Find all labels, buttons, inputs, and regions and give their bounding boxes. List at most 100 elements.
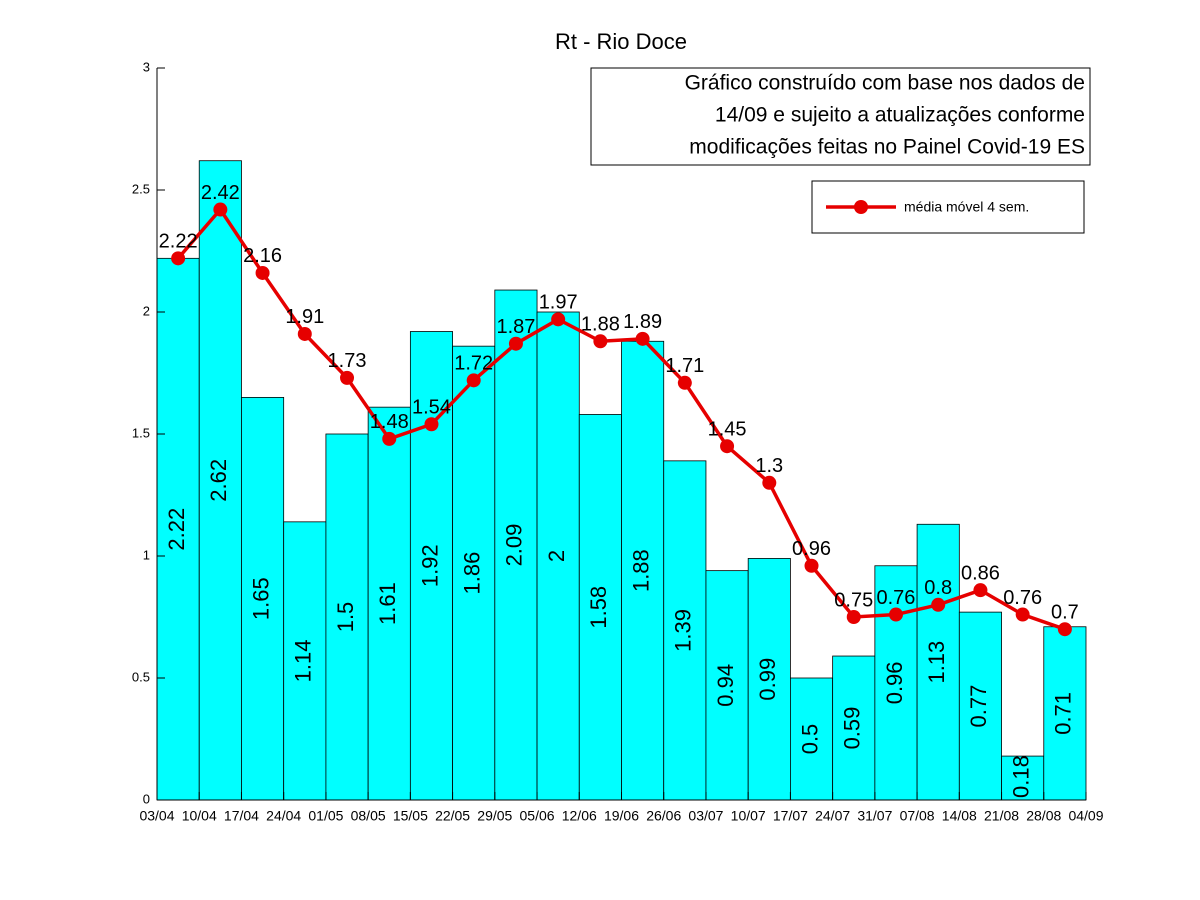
line-value-label: 0.75 <box>834 589 873 611</box>
line-value-label: 0.76 <box>1003 587 1042 609</box>
x-tick-label: 29/05 <box>477 808 512 824</box>
bar-value-label: 2 <box>544 550 569 562</box>
bar <box>874 565 918 801</box>
bar-value-label: 1.88 <box>628 549 653 592</box>
line-value-label: 2.16 <box>243 245 282 267</box>
bar-value-label: 0.59 <box>840 707 865 750</box>
bar-value-label: 1.39 <box>671 609 696 652</box>
line-marker <box>593 334 608 349</box>
bar-value-label: 1.14 <box>291 640 316 683</box>
line-value-label: 2.22 <box>159 231 198 253</box>
bar-value-label: 0.77 <box>966 685 991 728</box>
annotation-line: 14/09 e sujeito a atualizações conforme <box>715 104 1085 127</box>
line-value-label: 0.8 <box>924 577 952 599</box>
line-value-label: 0.86 <box>961 562 1000 584</box>
x-tick-label: 21/08 <box>984 808 1019 824</box>
legend-marker <box>854 200 868 214</box>
x-tick-label: 03/04 <box>139 808 174 824</box>
bar <box>958 611 1002 801</box>
line-marker <box>297 326 312 341</box>
bar-value-label: 1.92 <box>417 544 442 587</box>
line-marker <box>1057 622 1072 637</box>
line-value-label: 1.91 <box>285 306 324 328</box>
bar <box>747 558 791 801</box>
line-value-label: 1.48 <box>370 411 409 433</box>
legend-box <box>811 180 1085 234</box>
line-marker <box>720 439 735 454</box>
y-tick-label: 3 <box>143 59 150 74</box>
x-tick-label: 04/09 <box>1068 808 1103 824</box>
y-tick-label: 1.5 <box>132 425 150 440</box>
annotation-line: Gráfico construído com base nos dados de <box>685 72 1085 95</box>
line-marker <box>1015 607 1030 622</box>
bar-value-label: 0.99 <box>755 658 780 701</box>
x-tick-label: 10/07 <box>731 808 766 824</box>
line-value-label: 1.73 <box>328 350 367 372</box>
line-marker <box>762 475 777 490</box>
bar <box>663 460 707 801</box>
line-marker <box>551 312 566 327</box>
line-marker <box>973 583 988 598</box>
annotation-box <box>590 67 1091 166</box>
bar <box>452 345 496 801</box>
x-tick-label: 01/05 <box>308 808 343 824</box>
bar-value-label: 1.86 <box>460 552 485 595</box>
x-tick-label: 08/05 <box>351 808 386 824</box>
y-tick-label: 1 <box>143 547 150 562</box>
bar <box>536 311 580 801</box>
line <box>176 206 1066 631</box>
bar <box>621 340 665 801</box>
bar-value-label: 0.18 <box>1008 755 1033 798</box>
x-tick-label: 17/07 <box>773 808 808 824</box>
bar-value-label: 0.71 <box>1051 692 1076 735</box>
bar <box>283 521 327 801</box>
x-tick-label: 05/06 <box>520 808 555 824</box>
x-tick-label: 19/06 <box>604 808 639 824</box>
line-marker <box>931 597 946 612</box>
line-marker <box>424 417 439 432</box>
bar-value-label: 0.94 <box>713 664 738 707</box>
x-tick-label: 28/08 <box>1026 808 1061 824</box>
bar <box>790 677 834 801</box>
line-marker <box>635 331 650 346</box>
line-marker <box>508 336 523 351</box>
bar-value-label: 1.13 <box>924 641 949 684</box>
line-value-label: 1.72 <box>454 353 493 375</box>
line-value-label: 1.54 <box>412 397 451 419</box>
bar <box>832 655 876 801</box>
bar <box>325 433 369 801</box>
x-tick-label: 14/08 <box>942 808 977 824</box>
x-tick-label: 31/07 <box>857 808 892 824</box>
bar-value-label: 2.22 <box>164 508 189 551</box>
line-value-label: 1.88 <box>581 314 620 336</box>
line-value-label: 1.89 <box>623 311 662 333</box>
x-tick-label: 26/06 <box>646 808 681 824</box>
line-value-label: 1.45 <box>708 418 747 440</box>
line-value-label: 1.97 <box>539 292 578 314</box>
line-value-label: 0.76 <box>877 587 916 609</box>
y-tick-label: 0 <box>143 791 150 806</box>
legend-label: média móvel 4 sem. <box>904 199 1029 215</box>
line-marker <box>340 370 355 385</box>
bar-value-label: 1.58 <box>586 586 611 629</box>
line-marker <box>888 607 903 622</box>
bar-value-label: 0.5 <box>797 724 822 755</box>
x-tick-label: 12/06 <box>562 808 597 824</box>
annotation-line: modificações feitas no Painel Covid-19 E… <box>689 136 1085 159</box>
x-tick-label: 22/05 <box>435 808 470 824</box>
x-tick-label: 24/07 <box>815 808 850 824</box>
line-marker <box>171 251 186 266</box>
line-marker <box>466 373 481 388</box>
line-value-label: 0.7 <box>1051 601 1079 623</box>
x-tick-label: 17/04 <box>224 808 259 824</box>
line-marker <box>382 431 397 446</box>
line-marker <box>804 558 819 573</box>
bar <box>198 160 242 801</box>
line-marker <box>846 610 861 624</box>
bar-value-label: 1.65 <box>248 577 273 620</box>
x-tick-label: 10/04 <box>182 808 217 824</box>
bar <box>916 523 960 801</box>
bar <box>156 257 200 801</box>
bar <box>705 570 749 801</box>
bar-value-label: 1.61 <box>375 582 400 625</box>
